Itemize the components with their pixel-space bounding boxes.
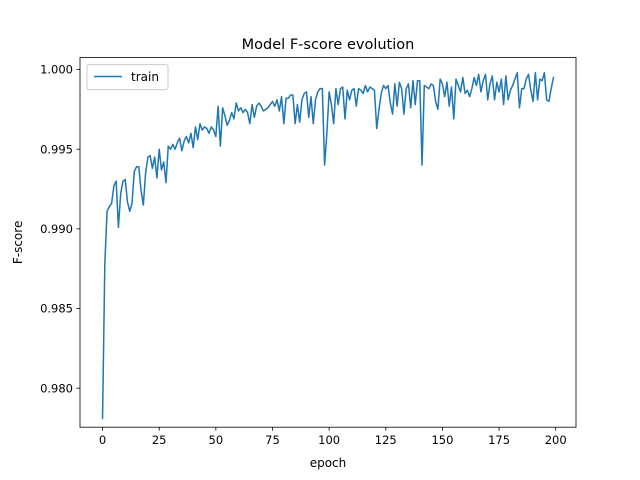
axes-frame [79,57,577,428]
x-tick-label: 200 [545,433,567,447]
y-tick-label: 0.985 [40,302,73,316]
x-tick-label: 25 [152,433,167,447]
y-tick-label: 0.990 [40,222,73,236]
series-line-train [101,71,555,420]
x-tick-label: 125 [375,433,397,447]
legend-box [86,64,169,91]
x-tick-label: 100 [318,433,340,447]
y-tick-label: 0.980 [40,381,73,395]
x-tick-label: 75 [265,433,280,447]
x-tick-label: 175 [488,433,510,447]
y-tick-label: 0.995 [40,142,73,156]
x-tick-label: 150 [431,433,453,447]
x-tick-label: 0 [99,433,106,447]
y-tick-label: 1.000 [40,63,73,77]
x-ticks: 0 25 50 75 100 125 150 175 200 [99,427,567,447]
legend-label-train: train [131,70,159,84]
x-axis-label: epoch [310,456,347,470]
x-tick-label: 50 [209,433,224,447]
legend: train [86,64,169,91]
chart-title: Model F-score evolution [242,37,415,53]
y-ticks: 0.980 0.985 0.990 0.995 1.000 [40,63,80,395]
y-axis-label: F-score [11,221,25,264]
axes-spines [79,57,577,428]
series-layer [101,71,555,420]
